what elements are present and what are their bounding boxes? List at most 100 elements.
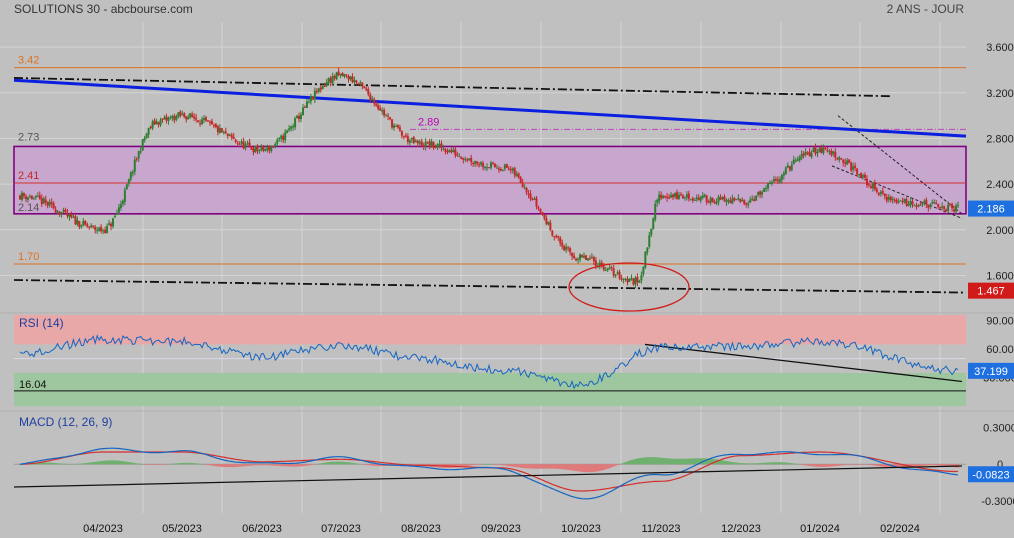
- macd-histogram-bar: [731, 462, 734, 465]
- macd-histogram-bar: [343, 461, 346, 465]
- candle-body: [812, 148, 815, 153]
- macd-histogram-bar: [104, 460, 107, 465]
- candle-body: [309, 96, 312, 102]
- macd-histogram-bar: [60, 463, 63, 465]
- macd-histogram-bar: [68, 463, 71, 465]
- macd-histogram-bar: [927, 464, 930, 466]
- candle-body: [865, 178, 868, 186]
- x-axis: 04/2023 05/2023 06/2023 07/2023 08/2023 09/20…: [0, 312, 1014, 535]
- candle-body: [125, 184, 128, 190]
- candle-body: [191, 114, 194, 117]
- macd-histogram-bar: [319, 463, 322, 465]
- macd-histogram-bar: [547, 464, 550, 469]
- candle-body: [201, 119, 204, 125]
- macd-histogram-bar: [135, 463, 138, 465]
- macd-histogram-bar: [654, 457, 657, 465]
- macd-histogram-bar: [274, 464, 277, 466]
- channel-lower-line: [831, 165, 963, 219]
- candle-body: [394, 125, 397, 127]
- macd-histogram-bar: [82, 463, 85, 465]
- macd-histogram-bar: [885, 464, 888, 468]
- macd-histogram-bar: [608, 464, 611, 469]
- candle-body: [729, 200, 732, 203]
- candle-body: [606, 268, 609, 270]
- candle-body: [100, 226, 103, 232]
- candle-body: [707, 201, 710, 203]
- lower-dashdot-trendline: [13, 279, 967, 294]
- macd-histogram-bar: [871, 464, 875, 466]
- candle-body: [747, 203, 750, 206]
- candle-body: [937, 203, 940, 207]
- candle-body: [608, 267, 611, 269]
- candle-body: [953, 209, 956, 212]
- macd-histogram-bar: [313, 464, 317, 465]
- macd-histogram-bar: [632, 459, 635, 465]
- candle-body: [685, 194, 688, 198]
- macd-badge-label: -0.0823: [972, 469, 1009, 481]
- candle-body: [848, 159, 851, 163]
- candle-body: [798, 156, 801, 161]
- macd-histogram-bar: [329, 461, 332, 465]
- macd-histogram-bar: [108, 460, 111, 465]
- candle-body: [375, 103, 378, 106]
- candle-body: [586, 258, 589, 261]
- price-level-label: 1.70: [18, 251, 39, 263]
- candle-body: [464, 159, 467, 161]
- candle-body: [555, 235, 558, 237]
- macd-histogram-bar: [563, 464, 566, 470]
- candle-body: [634, 277, 637, 285]
- candle-body: [104, 229, 107, 234]
- macd-histogram-bar: [216, 464, 220, 467]
- candle-body: [539, 208, 542, 213]
- candle-body: [646, 247, 649, 253]
- candle-body: [640, 275, 643, 281]
- candle-body: [290, 126, 293, 129]
- candle-body: [450, 150, 453, 153]
- macd-histogram-bar: [165, 464, 168, 465]
- macd-histogram-bar: [677, 458, 681, 465]
- chart-title: SOLUTIONS 30 - abcbourse.com: [14, 2, 193, 16]
- candle-body: [816, 152, 819, 154]
- macd-histogram-bar: [856, 464, 859, 465]
- macd-histogram-bar: [250, 464, 253, 466]
- macd-histogram-bar: [416, 464, 419, 466]
- macd-histogram-bar: [78, 463, 81, 465]
- candle-body: [553, 236, 556, 238]
- candle-body: [658, 194, 661, 202]
- candle-body: [349, 76, 352, 80]
- candle-body: [131, 171, 134, 174]
- macd-histogram-bar: [341, 461, 344, 465]
- candle-body: [755, 195, 758, 201]
- candle-body: [842, 159, 845, 163]
- candle-body: [264, 149, 267, 151]
- candle-body: [796, 159, 799, 161]
- macd-histogram-bar: [860, 464, 863, 465]
- candle-body: [307, 101, 310, 103]
- candle-body: [317, 88, 320, 92]
- candle-body: [493, 164, 496, 168]
- candle-body: [472, 162, 475, 164]
- candle-body: [761, 191, 764, 195]
- candle-body: [666, 196, 669, 198]
- candle-body: [276, 139, 279, 144]
- macd-histogram-bar: [745, 463, 748, 465]
- candle-body: [222, 132, 225, 134]
- candle-body: [448, 149, 451, 153]
- candle-body: [270, 146, 273, 152]
- macd-histogram-bar: [796, 464, 799, 465]
- candle-body: [895, 199, 898, 203]
- candle-body: [232, 136, 235, 140]
- macd-histogram-bar: [606, 464, 609, 469]
- macd-histogram-bar: [685, 458, 689, 465]
- candle-body: [723, 196, 726, 202]
- candle-body: [230, 134, 233, 138]
- macd-histogram-bar: [355, 463, 358, 465]
- macd-histogram-bar: [246, 464, 249, 466]
- candle-body: [462, 158, 465, 160]
- candle-body: [616, 272, 619, 274]
- macd-histogram-bar: [112, 460, 115, 465]
- candle-body: [804, 152, 807, 155]
- candle-body: [545, 218, 548, 225]
- candle-body: [442, 148, 445, 150]
- candle-body: [794, 160, 797, 162]
